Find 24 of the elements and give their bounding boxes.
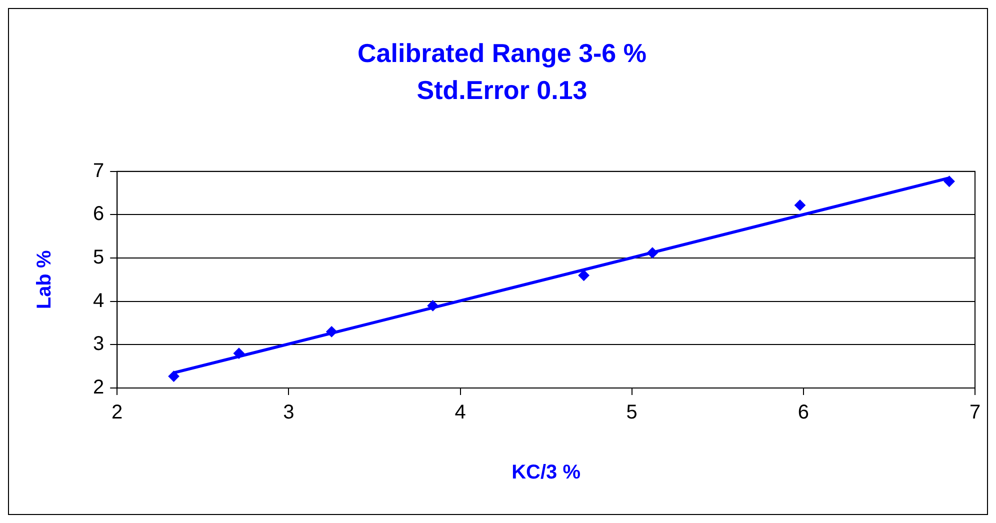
x-tick-label: 5 [626, 402, 638, 424]
x-tick-label: 4 [454, 402, 466, 424]
point [578, 270, 590, 281]
y-tick-label: 3 [93, 333, 104, 356]
point [427, 300, 438, 312]
x-tick-label: 2 [112, 402, 123, 424]
y-tick-label: 4 [93, 290, 104, 312]
y-tick-label: 6 [93, 203, 104, 226]
y-tick-label: 7 [93, 160, 104, 182]
y-axis-title: Lab % [34, 250, 56, 310]
point [168, 370, 180, 382]
y-tick-label: 5 [93, 246, 104, 269]
point [646, 247, 658, 258]
point [794, 200, 806, 211]
chart-subtitle: Std.Error 0.13 [416, 74, 588, 105]
point [233, 348, 244, 359]
x-tick-label: 7 [969, 402, 981, 424]
point [326, 326, 338, 338]
y-tick-label: 2 [93, 376, 104, 399]
point [944, 176, 955, 187]
chart-title: Calibrated Range 3-6 % [358, 38, 646, 68]
x-axis-title: KC/3 % [512, 462, 581, 484]
x-tick-label: 6 [798, 402, 809, 424]
x-tick-label: 3 [283, 402, 294, 424]
